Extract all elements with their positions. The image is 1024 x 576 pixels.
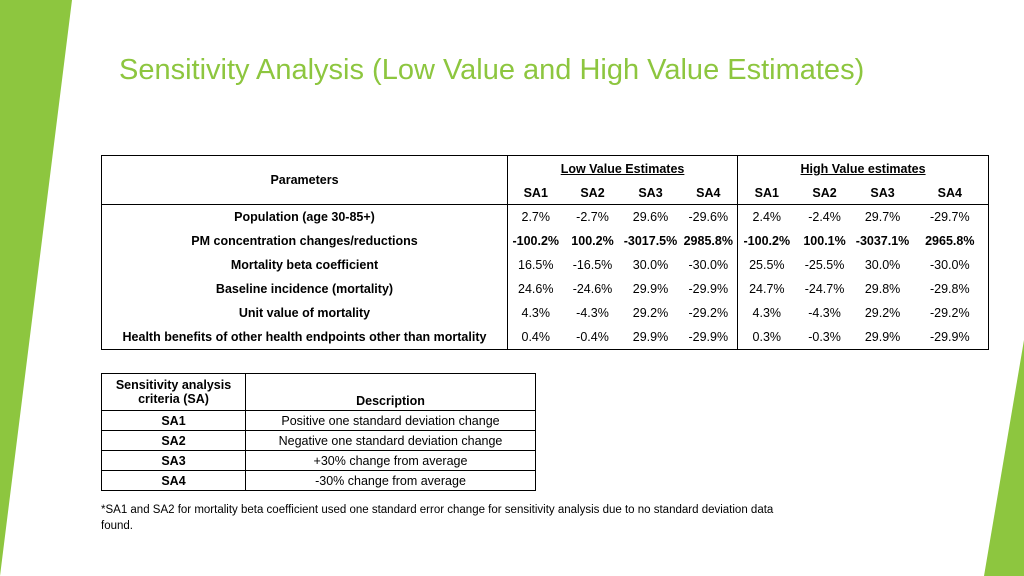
table-row: PM concentration changes/reductions -100.… [101,229,990,253]
value-cell: 24.7% [737,277,796,301]
criteria-description-header: Description [245,373,536,411]
criteria-description: Positive one standard deviation change [245,410,536,431]
sub-header-low-sa2: SA2 [563,182,622,205]
value-cell: -29.9% [688,282,729,296]
sub-header-low-sa3: SA3 [621,182,680,205]
value-cell: -0.4% [563,325,622,350]
value-cell: 29.2% [864,306,901,320]
criteria-table: Sensitivity analysis criteria (SA) Descr… [101,373,536,491]
value-cell: 2.7% [521,210,551,224]
value-cell: -3037.1% [855,234,910,248]
value-cell: 29.7% [864,210,901,224]
value-cell: 16.5% [518,258,554,272]
parameter-label: Unit value of mortality [101,301,508,325]
value-cell: 100.1% [803,234,846,248]
criteria-code: SA4 [101,470,246,491]
value-cell: 30.0% [632,258,669,272]
value-cell: 100.2% [571,234,614,248]
table-row: SA3 +30% change from average [101,450,536,471]
table-row: SA2 Negative one standard deviation chang… [101,430,536,451]
value-cell: 29.8% [864,282,901,296]
criteria-description: -30% change from average [245,470,536,491]
sub-header-high-sa3: SA3 [853,182,912,205]
criteria-description: Negative one standard deviation change [245,430,536,451]
table-row: SA1 Positive one standard deviation chang… [101,410,536,431]
value-cell: -4.3% [808,306,841,320]
criteria-code: SA1 [101,410,246,431]
footnote: *SA1 and SA2 for mortality beta coeffici… [101,504,774,532]
table-row: Population (age 30-85+) 2.7% -2.7% 29.6% -29… [101,204,990,229]
value-cell: -30.0% [688,258,729,272]
table-row: Baseline incidence (mortality) 24.6% -24.6… [101,277,990,301]
table-row: Mortality beta coefficient 16.5% -16.5% 30.… [101,253,990,277]
value-cell: -30.0% [911,253,990,277]
sub-header-high-sa4: SA4 [911,182,990,205]
value-cell: -100.2% [512,234,560,248]
value-cell: -3017.5% [623,234,678,248]
value-cell: 2985.8% [683,234,733,248]
value-cell: -29.2% [688,306,729,320]
value-cell: 2965.8% [911,229,990,253]
value-cell: 4.3% [521,306,551,320]
value-cell: 29.9% [621,325,680,350]
value-cell: -29.9% [911,325,990,350]
value-cell: -29.7% [911,204,990,229]
value-cell: 29.2% [632,306,669,320]
value-cell: 0.4% [507,325,564,350]
table-row: Health benefits of other health endpoint… [101,325,990,350]
value-cell: -16.5% [572,258,613,272]
value-cell: 30.0% [864,258,901,272]
value-cell: -24.7% [804,282,845,296]
right-accent-shape [984,340,1024,576]
value-cell: 29.9% [632,282,669,296]
value-cell: 24.6% [518,282,554,296]
criteria-code: SA3 [101,450,246,471]
value-cell: 25.5% [737,253,796,277]
sub-header-low-sa4: SA4 [679,182,738,205]
parameter-label: Health benefits of other health endpoint… [101,325,508,350]
value-cell: -2.7% [576,210,609,224]
high-estimates-header: High Value estimates [737,155,990,182]
value-cell: -29.8% [911,277,990,301]
low-estimates-header: Low Value Estimates [507,155,738,182]
criteria-code-header: Sensitivity analysis criteria (SA) [101,373,246,411]
value-cell: 29.6% [632,210,669,224]
value-cell: -0.3% [795,325,854,350]
criteria-code: SA2 [101,430,246,451]
value-cell: -25.5% [804,258,845,272]
table-row: SA4 -30% change from average [101,470,536,491]
value-cell: -29.2% [911,301,990,325]
value-cell: -24.6% [572,282,613,296]
value-cell: 29.9% [853,325,912,350]
left-accent-shape [0,0,72,576]
slide-title: Sensitivity Analysis (Low Value and High… [119,54,865,86]
parameters-header: Parameters [101,155,508,205]
parameter-label: PM concentration changes/reductions [101,229,508,253]
value-cell: 0.3% [737,325,796,350]
sub-header-low-sa1: SA1 [507,182,564,205]
parameter-label: Baseline incidence (mortality) [101,277,508,301]
value-cell: -4.3% [576,306,609,320]
value-cell: -100.2% [737,229,796,253]
sub-header-high-sa2: SA2 [795,182,854,205]
table-row: Unit value of mortality 4.3% -4.3% 29.2% -29… [101,301,990,325]
value-cell: -29.9% [679,325,738,350]
value-cell: -2.4% [808,210,841,224]
criteria-description: +30% change from average [245,450,536,471]
sub-header-high-sa1: SA1 [737,182,796,205]
sensitivity-table: Parameters Low Value Estimates High Valu… [101,155,990,350]
parameter-label: Population (age 30-85+) [101,204,508,229]
value-cell: -29.6% [688,210,729,224]
value-cell: 2.4% [737,204,796,229]
parameter-label: Mortality beta coefficient [101,253,508,277]
value-cell: 4.3% [737,301,796,325]
